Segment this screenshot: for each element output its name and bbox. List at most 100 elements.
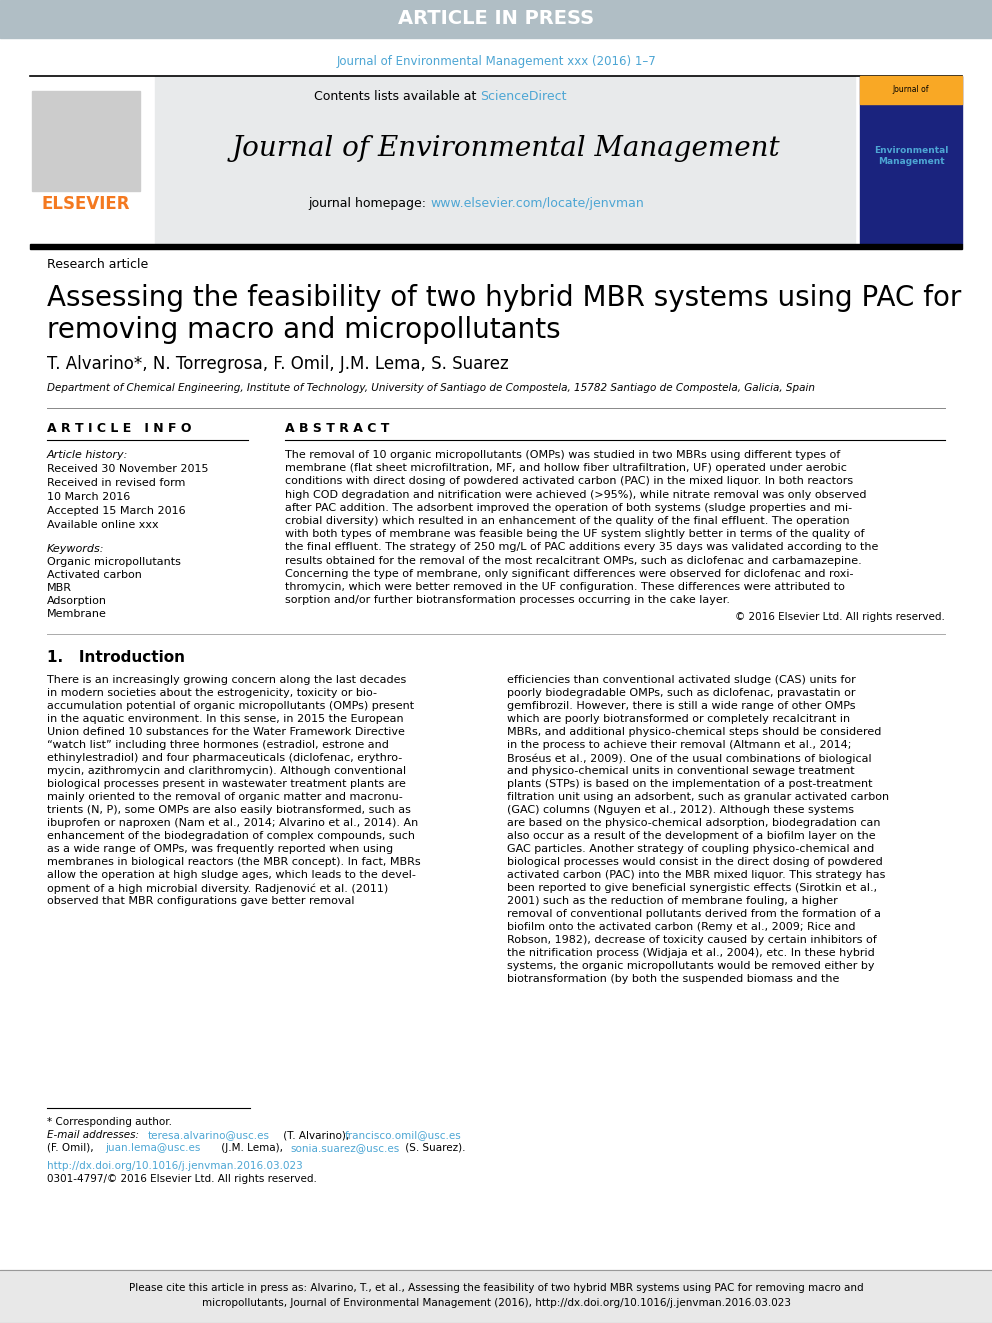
Text: biological processes would consist in the direct dosing of powdered: biological processes would consist in th… <box>507 857 883 867</box>
Text: been reported to give beneficial synergistic effects (Sirotkin et al.,: been reported to give beneficial synergi… <box>507 882 877 893</box>
Text: crobial diversity) which resulted in an enhancement of the quality of the final : crobial diversity) which resulted in an … <box>285 516 849 527</box>
Text: the final effluent. The strategy of 250 mg/L of PAC additions every 35 days was : the final effluent. The strategy of 250 … <box>285 542 878 553</box>
Bar <box>860 75 962 105</box>
Text: Concerning the type of membrane, only significant differences were observed for : Concerning the type of membrane, only si… <box>285 569 853 578</box>
Text: mainly oriented to the removal of organic matter and macronu-: mainly oriented to the removal of organi… <box>47 792 403 802</box>
Text: opment of a high microbial diversity. Radjenović et al. (2011): opment of a high microbial diversity. Ra… <box>47 882 388 893</box>
Text: GAC particles. Another strategy of coupling physico-chemical and: GAC particles. Another strategy of coupl… <box>507 844 874 855</box>
Text: (GAC) columns (Nguyen et al., 2012). Although these systems: (GAC) columns (Nguyen et al., 2012). Alt… <box>507 804 854 815</box>
Text: (S. Suarez).: (S. Suarez). <box>402 1143 465 1154</box>
Text: activated carbon (PAC) into the MBR mixed liquor. This strategy has: activated carbon (PAC) into the MBR mixe… <box>507 871 886 880</box>
Text: sonia.suarez@usc.es: sonia.suarez@usc.es <box>290 1143 399 1154</box>
Text: the nitrification process (Widjaja et al., 2004), etc. In these hybrid: the nitrification process (Widjaja et al… <box>507 949 875 958</box>
Text: membrane (flat sheet microfiltration, MF, and hollow fiber ultrafiltration, UF) : membrane (flat sheet microfiltration, MF… <box>285 463 847 474</box>
Text: Robson, 1982), decrease of toxicity caused by certain inhibitors of: Robson, 1982), decrease of toxicity caus… <box>507 935 877 945</box>
Text: systems, the organic micropollutants would be removed either by: systems, the organic micropollutants wou… <box>507 960 875 971</box>
Text: after PAC addition. The adsorbent improved the operation of both systems (sludge: after PAC addition. The adsorbent improv… <box>285 503 852 513</box>
Text: ELSEVIER: ELSEVIER <box>42 194 130 213</box>
Text: T. Alvarino*, N. Torregrosa, F. Omil, J.M. Lema, S. Suarez: T. Alvarino*, N. Torregrosa, F. Omil, J.… <box>47 355 509 373</box>
Text: also occur as a result of the development of a biofilm layer on the: also occur as a result of the developmen… <box>507 831 876 841</box>
Text: Broséus et al., 2009). One of the usual combinations of biological: Broséus et al., 2009). One of the usual … <box>507 753 872 763</box>
Text: A B S T R A C T: A B S T R A C T <box>285 422 390 434</box>
Text: (T. Alvarino),: (T. Alvarino), <box>280 1130 352 1140</box>
Text: ibuprofen or naproxen (Nam et al., 2014; Alvarino et al., 2014). An: ibuprofen or naproxen (Nam et al., 2014;… <box>47 818 419 828</box>
Text: juan.lema@usc.es: juan.lema@usc.es <box>105 1143 200 1154</box>
Text: accumulation potential of organic micropollutants (OMPs) present: accumulation potential of organic microp… <box>47 701 414 710</box>
Text: Journal of Environmental Management: Journal of Environmental Management <box>232 135 781 161</box>
Text: ScienceDirect: ScienceDirect <box>480 90 566 102</box>
Text: biological processes present in wastewater treatment plants are: biological processes present in wastewat… <box>47 779 406 789</box>
Text: Membrane: Membrane <box>47 609 107 619</box>
Text: Union defined 10 substances for the Water Framework Directive: Union defined 10 substances for the Wate… <box>47 728 405 737</box>
Text: are based on the physico-chemical adsorption, biodegradation can: are based on the physico-chemical adsorp… <box>507 818 881 828</box>
Text: Accepted 15 March 2016: Accepted 15 March 2016 <box>47 505 186 516</box>
Text: 0301-4797/© 2016 Elsevier Ltd. All rights reserved.: 0301-4797/© 2016 Elsevier Ltd. All right… <box>47 1174 316 1184</box>
Bar <box>155 75 855 243</box>
Text: enhancement of the biodegradation of complex compounds, such: enhancement of the biodegradation of com… <box>47 831 415 841</box>
Text: Article history:: Article history: <box>47 450 128 460</box>
Text: results obtained for the removal of the most recalcitrant OMPs, such as diclofen: results obtained for the removal of the … <box>285 556 862 566</box>
Text: Environmental
Management: Environmental Management <box>874 146 948 167</box>
Text: trients (N, P), some OMPs are also easily biotransformed, such as: trients (N, P), some OMPs are also easil… <box>47 804 411 815</box>
Text: conditions with direct dosing of powdered activated carbon (PAC) in the mixed li: conditions with direct dosing of powdere… <box>285 476 853 487</box>
Text: removal of conventional pollutants derived from the formation of a: removal of conventional pollutants deriv… <box>507 909 881 919</box>
Text: ethinylestradiol) and four pharmaceuticals (diclofenac, erythro-: ethinylestradiol) and four pharmaceutica… <box>47 753 402 763</box>
Text: gemfibrozil. However, there is still a wide range of other OMPs: gemfibrozil. However, there is still a w… <box>507 701 855 710</box>
Text: There is an increasingly growing concern along the last decades: There is an increasingly growing concern… <box>47 675 407 685</box>
Text: as a wide range of OMPs, was frequently reported when using: as a wide range of OMPs, was frequently … <box>47 844 393 855</box>
Text: © 2016 Elsevier Ltd. All rights reserved.: © 2016 Elsevier Ltd. All rights reserved… <box>735 613 945 622</box>
Text: poorly biodegradable OMPs, such as diclofenac, pravastatin or: poorly biodegradable OMPs, such as diclo… <box>507 688 855 699</box>
Text: removing macro and micropollutants: removing macro and micropollutants <box>47 316 560 344</box>
Text: MBRs, and additional physico-chemical steps should be considered: MBRs, and additional physico-chemical st… <box>507 728 881 737</box>
Text: micropollutants, Journal of Environmental Management (2016), http://dx.doi.org/1: micropollutants, Journal of Environmenta… <box>201 1298 791 1308</box>
Text: Received 30 November 2015: Received 30 November 2015 <box>47 464 208 474</box>
Text: Activated carbon: Activated carbon <box>47 570 142 579</box>
Text: in the process to achieve their removal (Altmann et al., 2014;: in the process to achieve their removal … <box>507 740 851 750</box>
Text: The removal of 10 organic micropollutants (OMPs) was studied in two MBRs using d: The removal of 10 organic micropollutant… <box>285 450 840 460</box>
Text: 1.   Introduction: 1. Introduction <box>47 651 185 665</box>
Text: high COD degradation and nitrification were achieved (>95%), while nitrate remov: high COD degradation and nitrification w… <box>285 490 866 500</box>
Bar <box>32 91 140 191</box>
Text: and physico-chemical units in conventional sewage treatment: and physico-chemical units in convention… <box>507 766 855 777</box>
Text: “watch list” including three hormones (estradiol, estrone and: “watch list” including three hormones (e… <box>47 740 389 750</box>
Text: efficiencies than conventional activated sludge (CAS) units for: efficiencies than conventional activated… <box>507 675 856 685</box>
Text: MBR: MBR <box>47 583 72 593</box>
Text: with both types of membrane was feasible being the UF system slightly better in : with both types of membrane was feasible… <box>285 529 864 540</box>
Text: Contents lists available at: Contents lists available at <box>313 90 480 102</box>
Text: francisco.omil@usc.es: francisco.omil@usc.es <box>345 1130 461 1140</box>
Text: http://dx.doi.org/10.1016/j.jenvman.2016.03.023: http://dx.doi.org/10.1016/j.jenvman.2016… <box>47 1162 303 1171</box>
Text: Journal of: Journal of <box>893 86 930 94</box>
Text: Available online xxx: Available online xxx <box>47 520 159 531</box>
Bar <box>0 0 992 38</box>
Text: Please cite this article in press as: Alvarino, T., et al., Assessing the feasib: Please cite this article in press as: Al… <box>129 1283 863 1293</box>
Text: biofilm onto the activated carbon (Remy et al., 2009; Rice and: biofilm onto the activated carbon (Remy … <box>507 922 855 931</box>
Text: membranes in biological reactors (the MBR concept). In fact, MBRs: membranes in biological reactors (the MB… <box>47 857 421 867</box>
Text: in the aquatic environment. In this sense, in 2015 the European: in the aquatic environment. In this sens… <box>47 714 404 724</box>
Text: E-mail addresses:: E-mail addresses: <box>47 1130 142 1140</box>
Text: Journal of Environmental Management xxx (2016) 1–7: Journal of Environmental Management xxx … <box>336 56 656 69</box>
Text: 10 March 2016: 10 March 2016 <box>47 492 130 501</box>
Text: www.elsevier.com/locate/jenvman: www.elsevier.com/locate/jenvman <box>430 197 644 210</box>
Bar <box>860 75 962 243</box>
Text: Adsorption: Adsorption <box>47 595 107 606</box>
Text: mycin, azithromycin and clarithromycin). Although conventional: mycin, azithromycin and clarithromycin).… <box>47 766 406 777</box>
Text: plants (STPs) is based on the implementation of a post-treatment: plants (STPs) is based on the implementa… <box>507 779 873 789</box>
Text: journal homepage:: journal homepage: <box>308 197 430 210</box>
Bar <box>30 243 962 249</box>
Text: sorption and/or further biotransformation processes occurring in the cake layer.: sorption and/or further biotransformatio… <box>285 595 730 605</box>
Text: Received in revised form: Received in revised form <box>47 478 186 488</box>
Text: biotransformation (by both the suspended biomass and the: biotransformation (by both the suspended… <box>507 974 839 984</box>
Text: A R T I C L E   I N F O: A R T I C L E I N F O <box>47 422 191 434</box>
Text: observed that MBR configurations gave better removal: observed that MBR configurations gave be… <box>47 896 354 906</box>
Text: (J.M. Lema),: (J.M. Lema), <box>218 1143 287 1154</box>
Text: thromycin, which were better removed in the UF configuration. These differences : thromycin, which were better removed in … <box>285 582 845 591</box>
Text: Keywords:: Keywords: <box>47 544 104 554</box>
Text: ARTICLE IN PRESS: ARTICLE IN PRESS <box>398 9 594 29</box>
Text: (F. Omil),: (F. Omil), <box>47 1143 97 1154</box>
Text: which are poorly biotransformed or completely recalcitrant in: which are poorly biotransformed or compl… <box>507 714 850 724</box>
Text: teresa.alvarino@usc.es: teresa.alvarino@usc.es <box>148 1130 270 1140</box>
Text: in modern societies about the estrogenicity, toxicity or bio-: in modern societies about the estrogenic… <box>47 688 377 699</box>
Text: filtration unit using an adsorbent, such as granular activated carbon: filtration unit using an adsorbent, such… <box>507 792 889 802</box>
Text: allow the operation at high sludge ages, which leads to the devel-: allow the operation at high sludge ages,… <box>47 871 416 880</box>
Text: Department of Chemical Engineering, Institute of Technology, University of Santi: Department of Chemical Engineering, Inst… <box>47 382 815 393</box>
